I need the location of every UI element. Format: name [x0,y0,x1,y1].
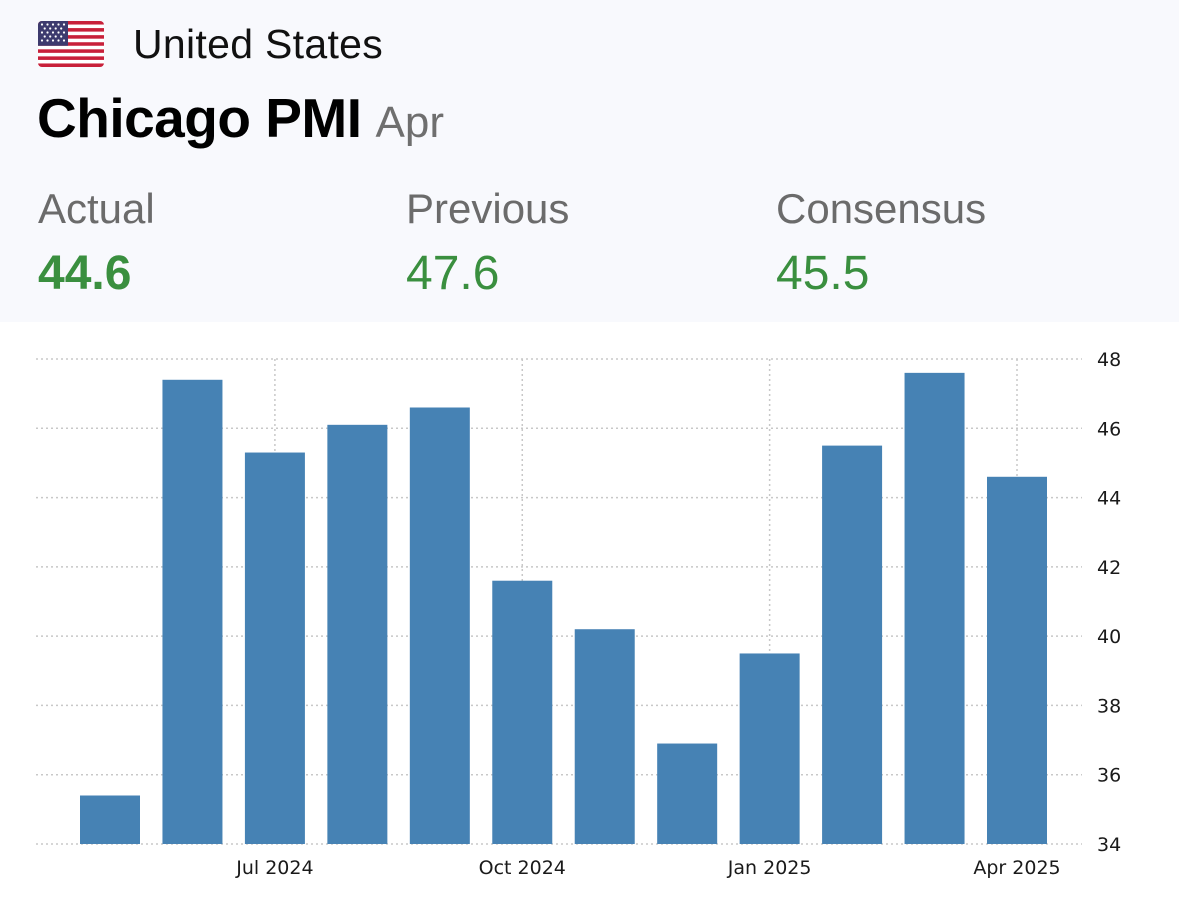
stat-actual-label: Actual [38,185,155,232]
bar [409,407,470,844]
country-row: United States [38,16,383,72]
x-tick-label: Jan 2025 [727,857,812,879]
x-tick-label: Jul 2024 [235,857,313,879]
stat-actual-value: 44.6 [38,247,132,300]
bar [327,424,388,844]
bar [739,653,800,844]
stat-consensus-label: Consensus [776,185,987,232]
y-tick-label: 44 [1097,488,1121,510]
stat-actual: Actual 44.6 [38,184,155,302]
bar [80,795,140,844]
y-tick-label: 48 [1097,349,1121,371]
y-tick-label: 36 [1097,765,1121,787]
bar [162,379,223,844]
x-tick-label: Apr 2025 [973,857,1060,879]
stat-previous: Previous 47.6 [406,184,569,302]
bar [244,452,305,844]
y-tick-label: 40 [1097,626,1121,648]
bar [822,445,883,844]
stat-previous-label: Previous [406,185,570,232]
indicator-title: Chicago PMI [37,87,362,149]
stat-consensus-value: 45.5 [776,247,870,300]
chart-svg: 34 36 38 40 42 44 46 48 Jul 2024 Oct 2024 Jan 2025… [36,349,1121,879]
pmi-bar-chart: 34 36 38 40 42 44 46 48 Jul 2024 Oct 2024 Jan 2025… [0,322,1179,903]
bar [657,743,718,844]
y-tick-label: 34 [1097,834,1121,856]
country-name: United States [133,20,384,67]
us-flag-icon [38,21,104,67]
y-tick-label: 46 [1097,418,1121,440]
bar [492,580,553,844]
x-tick-label: Oct 2024 [479,857,566,879]
y-tick-label: 38 [1097,695,1121,717]
stat-consensus: Consensus 45.5 [776,184,986,302]
y-tick-label: 42 [1097,557,1121,579]
bar [904,372,965,844]
title-row: Chicago PMI Apr [37,86,444,150]
indicator-period: Apr [375,98,445,147]
stat-previous-value: 47.6 [406,247,500,300]
indicator-header: United States Chicago PMI Apr Actual 44.… [0,0,1179,322]
bar [574,629,635,844]
bar [987,476,1047,844]
